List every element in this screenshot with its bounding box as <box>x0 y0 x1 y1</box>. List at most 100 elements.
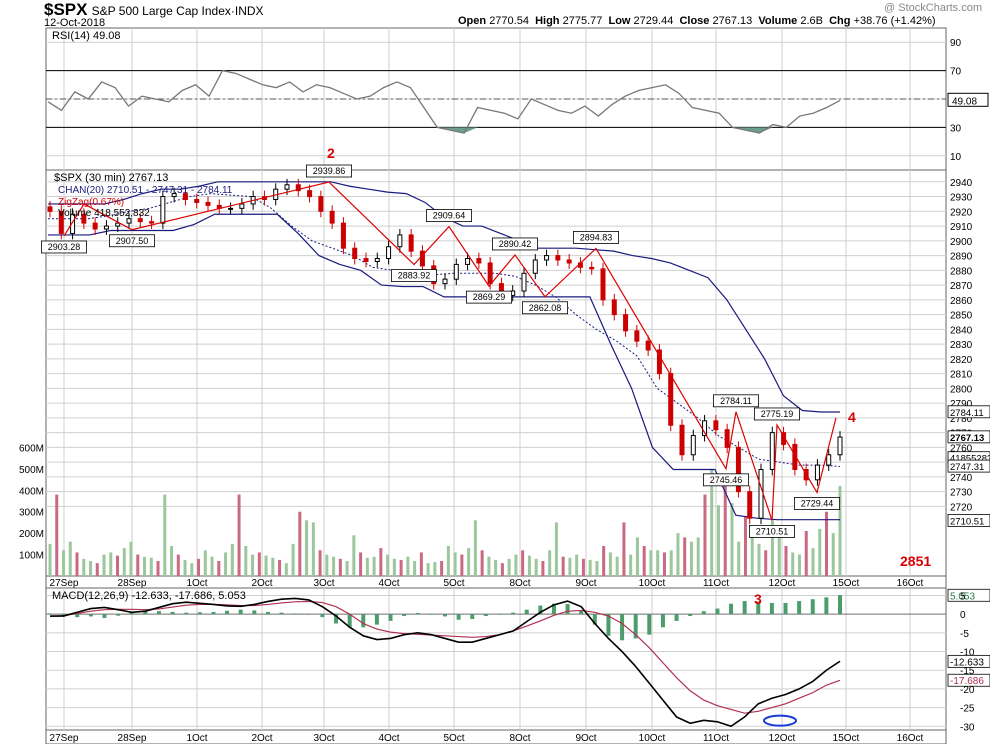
macd-histogram-bar <box>538 605 543 615</box>
candle-body <box>419 250 425 267</box>
x-tick-label: 2Oct <box>251 578 272 589</box>
volume-bar <box>568 557 572 576</box>
price-label: 2869.29 <box>473 292 506 302</box>
candle-body <box>656 349 662 375</box>
macd-histogram-bar <box>729 603 734 615</box>
price-label: 2729.44 <box>801 498 834 508</box>
macd-tick-label: 5 <box>960 591 966 602</box>
candle-body <box>408 234 414 252</box>
low-label: Low <box>608 15 631 27</box>
macd-histogram-bar <box>170 611 175 615</box>
x-tick-label-bottom: 28Sep <box>118 733 147 744</box>
macd-histogram-bar <box>88 614 93 617</box>
price-legend-channel: CHAN(20) 2710.51 - 2747.31 - 2784.11 <box>58 185 233 196</box>
volume-bar <box>561 556 565 576</box>
price-tick-label: 2790 <box>950 399 973 410</box>
price-label-box <box>390 269 437 282</box>
volume-tick-label: 600M <box>19 443 44 454</box>
x-tick-label: 1Oct <box>186 578 207 589</box>
volume-bar <box>278 559 282 576</box>
candle-body <box>769 432 775 471</box>
volume-bar <box>487 556 491 576</box>
volume-tick-label: 100M <box>19 551 44 562</box>
macd-signal-line <box>49 600 841 714</box>
x-tick-label: 11Oct <box>703 578 729 589</box>
price-label: 2784.11 <box>720 396 752 406</box>
price-label-box <box>794 497 841 510</box>
price-tick-label: 2890 <box>950 252 973 263</box>
price-label: 2710.51 <box>756 526 789 536</box>
macd-histogram-bar <box>497 614 502 615</box>
volume-bar <box>554 522 558 576</box>
macd-histogram-bar <box>156 611 161 615</box>
volume-bar <box>318 550 322 576</box>
macd-histogram-bar <box>579 610 584 615</box>
macd-last-value-box <box>947 588 990 602</box>
price-last-value: 2747.31 <box>950 462 984 473</box>
x-tick-label-bottom: 9Oct <box>575 733 596 744</box>
price-label: 2907.50 <box>116 236 149 246</box>
macd-histogram-bar <box>810 599 815 615</box>
price-legend-volume: Volume 418,552,832 <box>58 208 150 219</box>
candle-body <box>724 429 730 448</box>
volume-bar <box>480 550 484 576</box>
volume-bar <box>797 554 801 576</box>
price-last-value-box <box>947 405 990 419</box>
volume-bar <box>541 561 545 576</box>
chart-date: 12-Oct-2018 <box>44 17 106 29</box>
volume-bar <box>453 552 457 576</box>
volume-bar <box>723 483 727 576</box>
price-tick-label: 2760 <box>950 443 973 454</box>
candle-body <box>690 435 696 456</box>
x-tick-label: 4Oct <box>378 578 399 589</box>
volume-bar <box>298 511 302 576</box>
candle-body <box>465 258 471 265</box>
high-label: High <box>535 15 560 27</box>
candle-body <box>340 222 346 249</box>
volume-bar <box>581 558 585 576</box>
price-last-value-box <box>947 430 990 444</box>
candle-body <box>837 436 843 456</box>
volume-bar <box>305 520 309 576</box>
macd-histogram-bar <box>252 610 257 615</box>
volume-bar <box>757 543 761 576</box>
macd-histogram-bar <box>48 613 52 615</box>
volume-bar <box>210 556 214 576</box>
close-label: Close <box>679 15 710 27</box>
price-label: 2903.28 <box>48 242 81 252</box>
x-tick-label-bottom: 16Oct <box>897 733 924 744</box>
rsi-last-value-box <box>947 92 989 107</box>
candle-body <box>713 420 719 431</box>
volume-bar <box>811 548 815 576</box>
macd-histogram-bar <box>688 614 693 617</box>
macd-tick-label: -12.633 <box>950 657 984 668</box>
macd-histogram-bar <box>279 612 284 615</box>
price-label: 2745.46 <box>710 475 743 485</box>
price-label: 2894.83 <box>580 232 613 242</box>
volume-bar <box>197 558 201 576</box>
candle-body <box>126 218 132 224</box>
macd-histogram-bar <box>511 612 516 615</box>
volume-bar <box>676 533 680 576</box>
volume-bar <box>615 556 619 576</box>
macd-histogram-bar <box>320 614 325 618</box>
macd-histogram-bar <box>75 614 80 618</box>
volume-bar <box>68 541 72 576</box>
price-label-box <box>522 301 569 315</box>
volume-bar <box>460 554 464 576</box>
volume-bar <box>527 555 531 576</box>
volume-bar <box>467 548 471 576</box>
volume-tick-label: 300M <box>19 508 44 519</box>
open-value: 2770.54 <box>489 15 529 27</box>
volume-bar <box>170 546 174 576</box>
candle-body <box>566 259 572 264</box>
volume-bar <box>291 543 295 576</box>
volume-bar <box>649 550 653 576</box>
candle-body <box>103 225 109 230</box>
x-tick-label-bottom: 12Oct <box>769 733 796 744</box>
price-label: 2775.19 <box>761 409 794 419</box>
x-tick-label-bottom: 27Sep <box>50 733 79 744</box>
price-last-value-box <box>947 513 990 527</box>
channel-lower-line <box>48 213 840 521</box>
candle-body <box>555 255 561 261</box>
